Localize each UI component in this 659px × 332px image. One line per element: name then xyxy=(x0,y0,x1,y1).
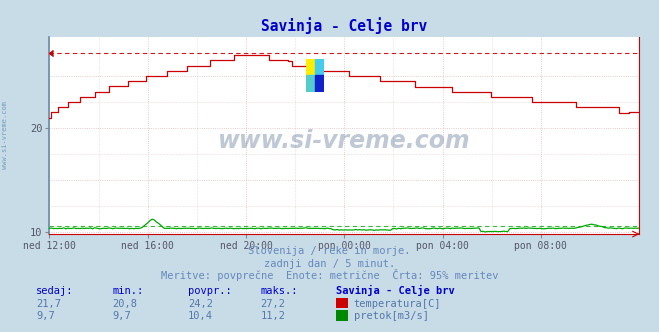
Text: 24,2: 24,2 xyxy=(188,299,213,309)
Text: zadnji dan / 5 minut.: zadnji dan / 5 minut. xyxy=(264,259,395,269)
Text: temperatura[C]: temperatura[C] xyxy=(354,299,442,309)
Text: min.:: min.: xyxy=(112,286,143,296)
Text: www.si-vreme.com: www.si-vreme.com xyxy=(2,101,9,169)
Text: 9,7: 9,7 xyxy=(36,311,55,321)
Bar xyxy=(315,59,324,75)
Text: pretok[m3/s]: pretok[m3/s] xyxy=(354,311,429,321)
Text: maks.:: maks.: xyxy=(260,286,298,296)
Text: www.si-vreme.com: www.si-vreme.com xyxy=(218,129,471,153)
Text: Savinja - Celje brv: Savinja - Celje brv xyxy=(336,285,455,296)
Title: Savinja - Celje brv: Savinja - Celje brv xyxy=(261,17,428,34)
Text: Slovenija / reke in morje.: Slovenija / reke in morje. xyxy=(248,246,411,256)
Text: povpr.:: povpr.: xyxy=(188,286,231,296)
Text: 11,2: 11,2 xyxy=(260,311,285,321)
Bar xyxy=(315,75,324,92)
Text: sedaj:: sedaj: xyxy=(36,286,74,296)
Text: 20,8: 20,8 xyxy=(112,299,137,309)
Bar xyxy=(306,59,315,75)
Bar xyxy=(306,75,315,92)
Text: 21,7: 21,7 xyxy=(36,299,61,309)
Text: 27,2: 27,2 xyxy=(260,299,285,309)
Text: 9,7: 9,7 xyxy=(112,311,130,321)
Text: Meritve: povprečne  Enote: metrične  Črta: 95% meritev: Meritve: povprečne Enote: metrične Črta:… xyxy=(161,269,498,281)
Text: 10,4: 10,4 xyxy=(188,311,213,321)
